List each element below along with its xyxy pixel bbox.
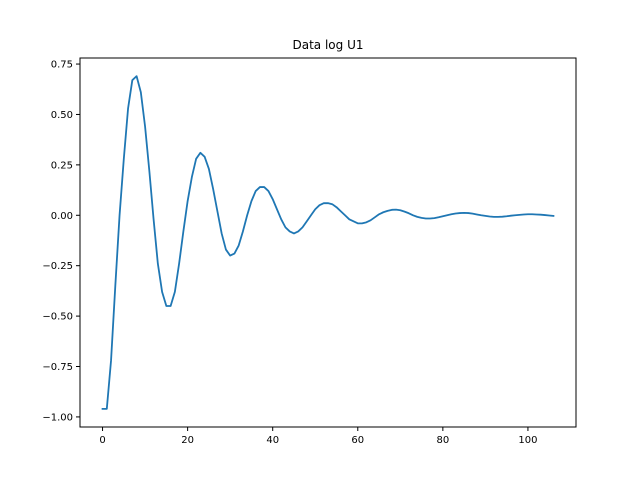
chart-title: Data log U1 xyxy=(293,38,364,52)
x-tick-label: 100 xyxy=(518,435,537,446)
plot-area-background xyxy=(80,58,576,427)
data-layer xyxy=(101,75,555,410)
x-tick-label: 0 xyxy=(99,435,105,446)
y-tick-label: 0.50 xyxy=(51,110,73,121)
x-tick-label: 60 xyxy=(351,435,364,446)
y-tick-label: 0.00 xyxy=(51,211,73,222)
x-tick-label: 80 xyxy=(436,435,449,446)
series-line xyxy=(101,75,555,410)
y-tick-label: −0.75 xyxy=(42,362,73,373)
y-tick-label: −0.25 xyxy=(42,261,73,272)
plot-frame xyxy=(79,57,577,428)
y-tick-label: 0.25 xyxy=(51,160,73,171)
y-tick-label: −0.50 xyxy=(42,312,73,323)
x-axis: 0 20 40 60 80 100 xyxy=(99,427,537,446)
x-tick-label: 20 xyxy=(181,435,194,446)
y-axis: −1.00 −0.75 −0.50 −0.25 0.00 0.25 0.50 0.75 xyxy=(42,60,80,423)
y-tick-label: 0.75 xyxy=(51,60,73,71)
x-tick-label: 40 xyxy=(266,435,279,446)
y-tick-label: −1.00 xyxy=(42,412,73,423)
